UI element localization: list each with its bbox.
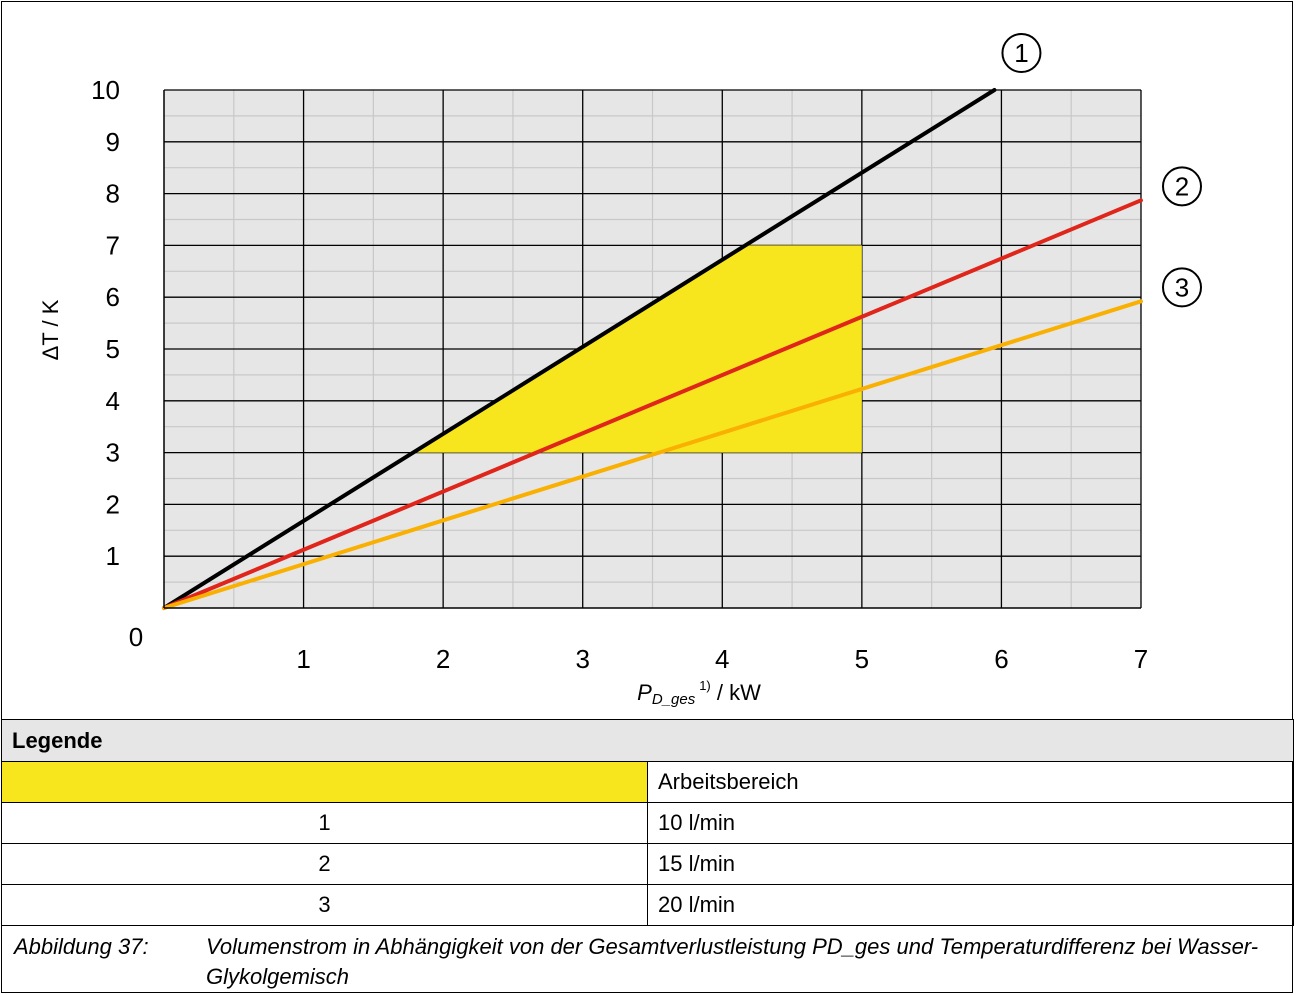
legend-row-2: 2 15 l/min bbox=[1, 843, 1294, 885]
legend-text-3: 20 l/min bbox=[647, 884, 1294, 926]
legend-row-area: Arbeitsbereich bbox=[1, 761, 1294, 803]
y-tick-labels: 1 2 3 4 5 6 7 8 9 10 bbox=[91, 75, 120, 571]
series-marker-label-3: 3 bbox=[1175, 272, 1189, 302]
chart: 1 2 3 4 5 6 7 8 9 10 1 2 3 4 5 6 7 0 ΔT / K PD_ges1) / … bbox=[38, 33, 1202, 708]
x-tick-label: 4 bbox=[715, 644, 729, 674]
series-line-3 bbox=[162, 299, 1143, 610]
series-markers: 1 2 3 bbox=[1001, 33, 1202, 308]
y-tick-label: 2 bbox=[106, 489, 120, 519]
x-tick-label: 1 bbox=[296, 644, 310, 674]
axes bbox=[163, 90, 1141, 609]
y-tick-label: 8 bbox=[106, 179, 120, 209]
legend-table: Legende Arbeitsbereich 1 10 l/min 2 15 l… bbox=[1, 719, 1294, 926]
legend-row-1: 1 10 l/min bbox=[1, 802, 1294, 844]
series-marker-label-1: 1 bbox=[1014, 38, 1028, 68]
x-tick-label: 3 bbox=[575, 644, 589, 674]
y-tick-label: 5 bbox=[106, 334, 120, 364]
y-tick-label: 10 bbox=[91, 75, 120, 105]
x-tick-label: 6 bbox=[994, 644, 1008, 674]
series-line-2 bbox=[162, 198, 1143, 610]
minor-grid bbox=[164, 90, 1141, 608]
legend-text-2: 15 l/min bbox=[647, 843, 1294, 885]
x-axis-label-unit: / kW bbox=[711, 680, 761, 705]
legend-text-arbeitsbereich: Arbeitsbereich bbox=[647, 761, 1294, 803]
x-axis-label-main: P bbox=[637, 680, 652, 705]
x-tick-label: 7 bbox=[1134, 644, 1148, 674]
caption-label: Abbildung 37: bbox=[14, 934, 149, 959]
series-marker-label-2: 2 bbox=[1175, 171, 1189, 201]
legend-swatch-arbeitsbereich bbox=[1, 761, 648, 803]
y-tick-label: 6 bbox=[106, 282, 120, 312]
legend-key-1: 1 bbox=[1, 802, 648, 844]
series-marker-circle-3 bbox=[1162, 267, 1202, 308]
x-axis-label-sub: D_ges bbox=[652, 691, 696, 708]
series-line-1 bbox=[162, 88, 997, 610]
arbeitsbereich-area bbox=[412, 245, 862, 453]
x-axis-label-sup: 1) bbox=[699, 678, 711, 693]
y-tick-label: 9 bbox=[106, 127, 120, 157]
series-lines bbox=[162, 88, 1143, 610]
y-tick-label: 3 bbox=[106, 438, 120, 468]
x-tick-label: 2 bbox=[436, 644, 450, 674]
legend-key-2: 2 bbox=[1, 843, 648, 885]
y-axis-label: ΔT / K bbox=[38, 299, 63, 360]
x-tick-label: 5 bbox=[855, 644, 869, 674]
legend-row-3: 3 20 l/min bbox=[1, 884, 1294, 926]
legend-key-3: 3 bbox=[1, 884, 648, 926]
x-axis-label: PD_ges1) / kW bbox=[637, 678, 761, 708]
legend-title: Legende bbox=[1, 719, 1294, 762]
x-tick-labels: 1 2 3 4 5 6 7 bbox=[296, 644, 1148, 674]
y-tick-label: 1 bbox=[106, 541, 120, 571]
origin-label: 0 bbox=[129, 622, 143, 652]
caption-text: Volumenstrom in Abhängigkeit von der Ges… bbox=[206, 934, 1259, 989]
series-marker-circle-2 bbox=[1162, 166, 1202, 207]
major-grid bbox=[164, 89, 1142, 608]
legend-text-1: 10 l/min bbox=[647, 802, 1294, 844]
series-marker-circle-1 bbox=[1001, 33, 1042, 73]
y-tick-label: 4 bbox=[106, 386, 120, 416]
y-tick-label: 7 bbox=[106, 230, 120, 260]
